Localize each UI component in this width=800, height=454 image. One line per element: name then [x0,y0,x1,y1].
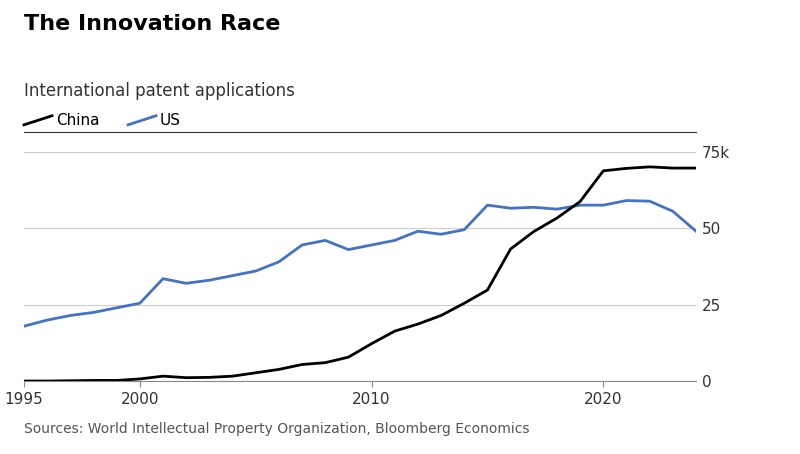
Text: US: US [160,113,181,128]
Text: The Innovation Race: The Innovation Race [24,14,280,34]
Text: China: China [56,113,99,128]
Text: International patent applications: International patent applications [24,82,295,100]
Text: Sources: World Intellectual Property Organization, Bloomberg Economics: Sources: World Intellectual Property Org… [24,422,530,436]
